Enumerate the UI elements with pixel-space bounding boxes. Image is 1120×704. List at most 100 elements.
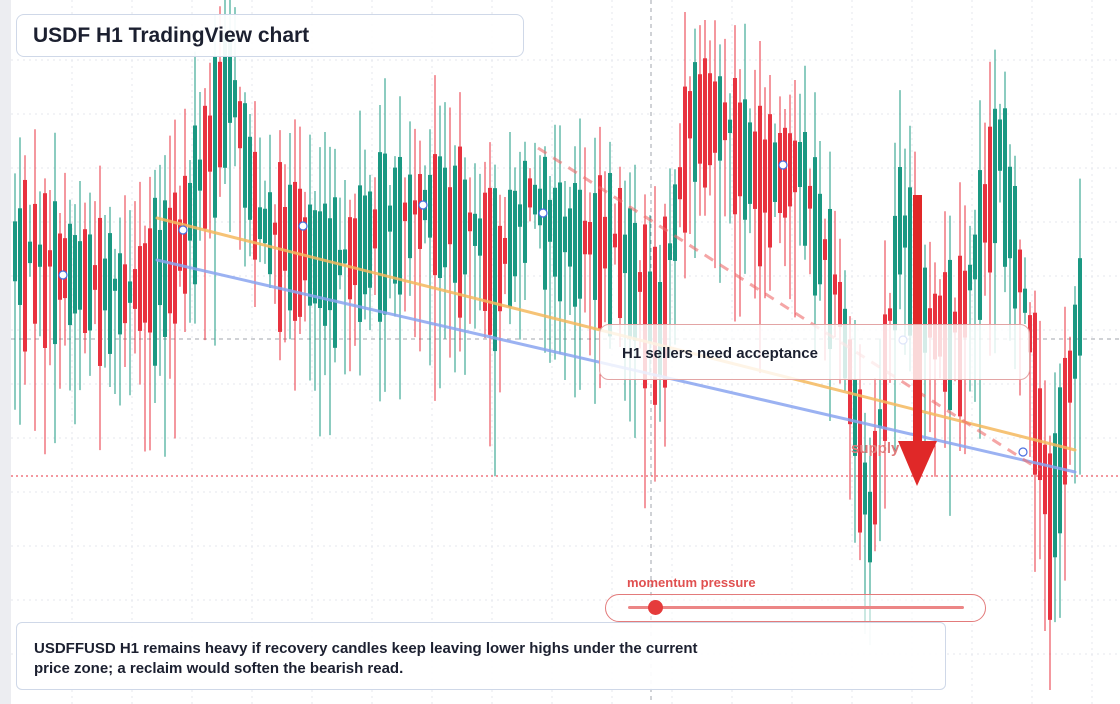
candle-body xyxy=(373,209,377,249)
trendline-dashed-red xyxy=(537,146,1041,472)
candle-body xyxy=(453,165,457,283)
candle-body xyxy=(793,140,797,193)
candle-body xyxy=(1073,304,1077,379)
candle-body xyxy=(133,269,137,309)
candle-body xyxy=(38,244,42,267)
candle-body xyxy=(463,179,467,275)
candle-body xyxy=(403,202,407,222)
candle-body xyxy=(553,187,557,277)
candle-body xyxy=(573,183,577,307)
candle-body xyxy=(328,218,332,311)
candle-body xyxy=(1053,433,1057,558)
candle-body xyxy=(333,197,337,348)
candle-body xyxy=(383,153,387,315)
candle-body xyxy=(598,175,602,329)
candle-body xyxy=(113,278,117,291)
candle-body xyxy=(68,223,72,326)
candle-body xyxy=(533,184,537,215)
candle-body xyxy=(303,217,307,281)
candle-body xyxy=(748,122,752,204)
candle-body xyxy=(508,189,512,308)
momentum-label: momentum pressure xyxy=(627,575,756,590)
candle-body xyxy=(488,187,492,335)
candle-body xyxy=(413,200,417,215)
candle-body xyxy=(178,219,182,271)
candle-body xyxy=(988,126,992,273)
candle-body xyxy=(1078,258,1082,356)
candle-body xyxy=(78,241,82,310)
candle-body xyxy=(203,105,207,229)
candle-body xyxy=(733,77,737,215)
candle-body xyxy=(443,167,447,268)
candle-body xyxy=(743,99,747,220)
momentum-knob[interactable] xyxy=(647,600,663,615)
candle-body xyxy=(438,156,442,278)
candle-body xyxy=(1033,312,1037,475)
candle-body xyxy=(623,234,627,274)
candle-body xyxy=(468,212,472,232)
candle-body xyxy=(428,174,432,238)
candle-body xyxy=(248,136,252,220)
candle-body xyxy=(273,222,277,235)
candle-body xyxy=(523,160,527,263)
candle-body xyxy=(593,193,597,300)
candle-body xyxy=(968,264,972,291)
candle-body xyxy=(1038,388,1042,481)
candle-body xyxy=(63,238,67,299)
candle-body xyxy=(73,235,77,314)
candle-body xyxy=(868,491,872,563)
candle-body xyxy=(633,222,637,341)
candle-body xyxy=(278,162,282,332)
candle-body xyxy=(998,119,1002,171)
candle-body xyxy=(688,91,692,139)
candle-body xyxy=(258,207,262,240)
candle-body xyxy=(88,234,92,331)
candle-body xyxy=(458,146,462,318)
candle-body xyxy=(168,207,172,314)
candle-body xyxy=(708,73,712,166)
marker-circle xyxy=(538,208,548,218)
candle-body xyxy=(118,253,122,335)
candle-body xyxy=(1023,288,1027,313)
candle-body xyxy=(903,215,907,248)
candle-body xyxy=(548,199,552,242)
candle-body xyxy=(123,264,127,324)
candle-body xyxy=(218,61,222,168)
candle-body xyxy=(923,267,927,353)
candle-body xyxy=(213,56,217,218)
candle-body xyxy=(663,216,667,388)
candle-body xyxy=(263,208,267,244)
candle-body xyxy=(1058,387,1062,534)
candle-body xyxy=(43,193,47,348)
candle-body xyxy=(838,281,842,328)
description-text: USDFFUSD H1 remains heavy if recovery ca… xyxy=(34,640,698,677)
candle-body xyxy=(788,133,792,207)
candle-body xyxy=(1018,249,1022,293)
candle-body xyxy=(498,225,502,312)
candle-body xyxy=(613,233,617,248)
candle-body xyxy=(963,270,967,338)
candle-body xyxy=(983,184,987,243)
candle-body xyxy=(1008,166,1012,259)
candle-body xyxy=(308,204,312,306)
candle-body xyxy=(648,271,652,343)
candle-body xyxy=(773,142,777,202)
candle-body xyxy=(13,221,17,282)
candle-body xyxy=(858,389,862,533)
candle-body xyxy=(23,179,27,352)
candle-body xyxy=(53,201,57,345)
candle-body xyxy=(243,103,247,208)
candle-body xyxy=(153,197,157,366)
candle-body xyxy=(368,191,372,288)
candle-body xyxy=(1028,315,1032,353)
momentum-slider[interactable] xyxy=(605,594,986,622)
candle-body xyxy=(878,409,882,428)
candle-body xyxy=(163,200,167,337)
candle-body xyxy=(353,218,357,286)
candle-body xyxy=(1063,357,1067,485)
candle-body xyxy=(478,218,482,256)
candle-body xyxy=(223,33,227,168)
marker-circle xyxy=(778,160,788,170)
candle-body xyxy=(338,249,342,276)
candle-body xyxy=(433,154,437,276)
